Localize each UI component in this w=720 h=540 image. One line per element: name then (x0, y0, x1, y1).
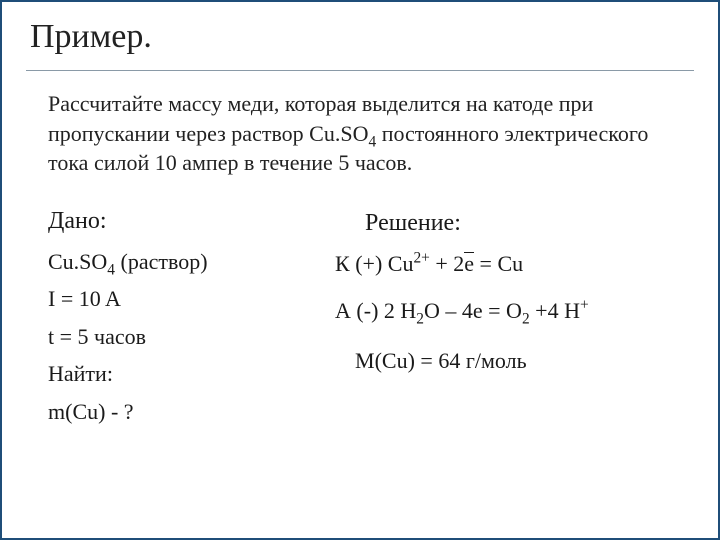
anode-equation: А (-) 2 H2O – 4e = O2 +4 H+ (335, 292, 672, 329)
cath-b: + 2 (430, 251, 464, 276)
given-current: I = 10 A (48, 280, 335, 317)
find-target: m(Cu) - ? (48, 393, 335, 430)
given-heading: Дано: (48, 208, 335, 235)
slide-title: Пример. (26, 12, 694, 71)
an-sub1: 2 (416, 311, 424, 328)
given-1-a: Cu.SO (48, 249, 107, 274)
molar-mass: M(Cu) = 64 г/моль (335, 342, 672, 379)
an-sub2: 2 (522, 311, 530, 328)
given-time: t = 5 часов (48, 318, 335, 355)
cath-sup: 2+ (413, 250, 429, 267)
an-b: O – 4e = O (424, 298, 522, 323)
cath-c: = Cu (474, 251, 523, 276)
an-c: +4 H (530, 298, 580, 323)
slide-frame: Пример. Рассчитайте массу меди, которая … (0, 0, 720, 540)
cathode-equation: К (+) Cu2+ + 2е = Cu (335, 245, 672, 282)
cath-a: К (+) Cu (335, 251, 413, 276)
problem-statement: Рассчитайте массу меди, которая выделитс… (30, 89, 690, 178)
find-heading: Найти: (48, 355, 335, 392)
two-column-layout: Дано: Cu.SO4 (раствор) I = 10 A t = 5 ча… (30, 208, 690, 430)
solution-heading: Решение: (335, 210, 672, 237)
electron-bar: е (464, 251, 474, 276)
an-a: А (-) 2 H (335, 298, 416, 323)
given-1-b: (раствор) (115, 249, 208, 274)
solution-column: Решение: К (+) Cu2+ + 2е = Cu А (-) 2 H2… (335, 208, 672, 430)
given-column: Дано: Cu.SO4 (раствор) I = 10 A t = 5 ча… (48, 208, 335, 430)
an-sup: + (580, 297, 589, 314)
given-substance: Cu.SO4 (раствор) (48, 243, 335, 280)
given-1-sub: 4 (107, 261, 115, 278)
